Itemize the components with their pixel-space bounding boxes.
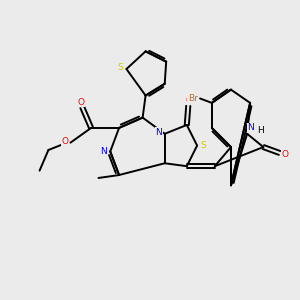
Text: N: N [247, 123, 254, 132]
Text: N: N [100, 147, 107, 156]
Text: O: O [77, 98, 84, 106]
Text: O: O [281, 150, 288, 159]
Text: S: S [117, 63, 123, 72]
Text: O: O [185, 96, 192, 105]
Text: Br: Br [188, 94, 198, 103]
Text: S: S [201, 141, 206, 150]
Text: O: O [62, 137, 69, 146]
Text: N: N [155, 128, 162, 137]
Text: H: H [257, 126, 264, 135]
